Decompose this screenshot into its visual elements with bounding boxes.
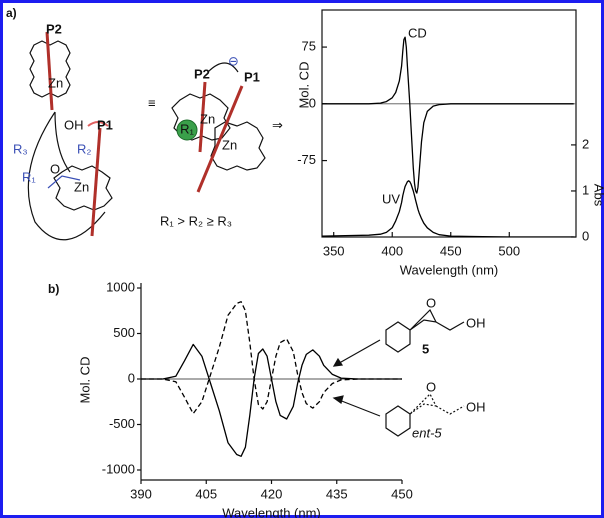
panel-label: a) [6,6,17,20]
x-tick-label: 400 [381,243,403,258]
y2-axis-label: Abs [592,184,604,207]
plot-frame [321,9,577,238]
compound-label: 5 [422,341,429,356]
panel-label: b) [48,282,59,296]
x-tick-label: 350 [323,243,345,258]
label: R₂ [77,141,91,156]
x-tick-label: 450 [440,243,462,258]
y-axis-label: Mol. CD [296,62,311,109]
x-tick-label: 450 [391,486,413,501]
series-label: CD [408,25,427,40]
y-tick-label: -1000 [102,461,135,476]
label: ⊖ [228,53,239,68]
atom: OH [466,315,486,330]
series-line [322,36,574,194]
series-line [322,180,574,237]
x-tick-label: 390 [130,486,152,501]
x-tick-label: 500 [498,243,520,258]
series-label: UV [382,191,400,206]
y-tick-label: 500 [113,325,135,340]
y2-tick-label: 2 [582,136,589,151]
middle-diagram [171,62,266,193]
label: OH [64,117,84,132]
x-tick-label: 435 [326,486,348,501]
y-tick-label: 0 [128,370,135,385]
label: R₁ [180,121,194,136]
x-tick-label: 420 [261,486,283,501]
y2-tick-label: 0 [582,228,589,243]
series-group [141,301,402,457]
atom: O [426,379,436,394]
label: Zn [48,75,63,90]
y2-tick-label: 1 [582,182,589,197]
x-tick-label: 405 [195,486,217,501]
atom: O [426,295,436,310]
y-tick-label: -75 [297,152,316,167]
label: Zn [74,179,89,194]
x-axis-label: Wavelength (nm) [400,262,499,277]
y-tick-label: 75 [302,39,316,54]
label: P1 [244,69,260,84]
label: O [50,161,60,176]
symbol: ⇒ [272,117,283,132]
y-tick-label: 0 [309,95,316,110]
label: P2 [194,66,210,81]
label: Zn [222,137,237,152]
label: Zn [200,111,215,126]
atom: OH [466,399,486,414]
compound-label: ent-5 [412,425,442,440]
y-tick-label: 1000 [106,279,135,294]
r1-sphere [176,119,198,141]
label: P2 [46,21,62,36]
series-line [141,301,402,415]
y-axis-label: Mol. CD [77,357,92,404]
left-diagram [27,31,113,241]
series-line [141,343,402,457]
y-tick-label: -500 [109,416,135,431]
series-group [322,36,574,237]
label: P1 [97,117,113,132]
condition: R₁ > R₂ ≥ R₃ [160,213,232,228]
molecules [332,308,465,437]
label: R₁ [22,169,36,184]
label: R₃ [13,141,28,156]
symbol: ≡ [148,95,156,110]
x-axis-label: Wavelength (nm) [222,505,321,518]
